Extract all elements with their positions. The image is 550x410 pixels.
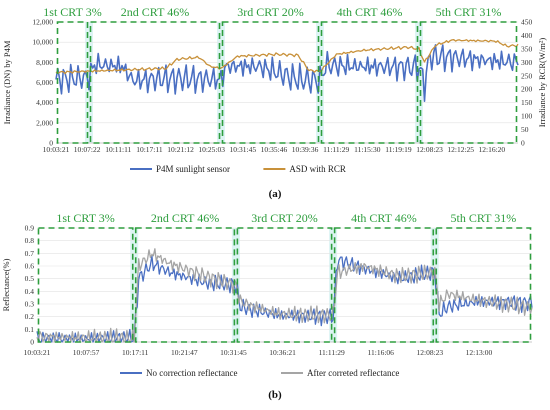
y-tick-label: 0.7 bbox=[25, 249, 35, 258]
y-tick-label: 0.5 bbox=[25, 274, 35, 283]
y2-tick-label: 450 bbox=[521, 18, 533, 27]
chart-panel-a: 0 2,000 4,000 6,000 8,000 10,000 12,000 0 50 100 1… bbox=[2, 5, 547, 200]
x-tick-label: 12:08:23 bbox=[416, 145, 443, 154]
crt-label: 3rd CRT 20% bbox=[251, 211, 317, 225]
x-tick-label: 10:36:21 bbox=[269, 348, 296, 357]
crt-box bbox=[221, 21, 320, 144]
y2-tick-label: 250 bbox=[521, 71, 533, 80]
x-tick-label: 10:17:11 bbox=[122, 348, 149, 357]
legend: No correction reflectance After correted … bbox=[120, 368, 399, 378]
y2-axis-label: Irradiance by RCR(W/m²) bbox=[537, 38, 547, 128]
x-tick-label: 11:16:06 bbox=[368, 348, 395, 357]
y2-tick-label: 100 bbox=[521, 112, 533, 121]
x-tick-label: 12:12:25 bbox=[447, 145, 474, 154]
crt-box bbox=[435, 227, 532, 343]
transition-band bbox=[430, 228, 439, 342]
transition-band bbox=[130, 228, 139, 342]
crt-box bbox=[56, 21, 89, 144]
x-tick-label: 11:19:19 bbox=[385, 145, 412, 154]
y2-tick-label: 300 bbox=[521, 58, 533, 67]
y2-tick-label: 150 bbox=[521, 98, 533, 107]
x-tick-label: 10:11:11 bbox=[105, 145, 131, 154]
x-tick-label: 10:35:46 bbox=[261, 145, 288, 154]
panel-caption: (a) bbox=[269, 188, 282, 200]
y2-tick-label: 200 bbox=[521, 85, 533, 94]
crt-box bbox=[236, 227, 333, 343]
crt-label: 2nd CRT 46% bbox=[151, 211, 219, 225]
y-tick-label: 0 bbox=[49, 139, 53, 148]
x-tick-label: 10:21:47 bbox=[171, 348, 198, 357]
x-tick-label: 10:03:21 bbox=[24, 348, 51, 357]
x-tick-label: 10:17:11 bbox=[136, 145, 163, 154]
crt-label: 1st CRT 3% bbox=[56, 211, 114, 225]
x-tick-label: 12:08:23 bbox=[417, 348, 444, 357]
legend-label: P4M sunlight sensor bbox=[156, 164, 230, 174]
crt-box bbox=[37, 227, 134, 343]
x-tick-label: 11:11:29 bbox=[323, 145, 349, 154]
panel-caption: (b) bbox=[268, 389, 282, 401]
y-tick-label: 10,000 bbox=[32, 38, 53, 47]
y-tick-label: 8,000 bbox=[36, 58, 53, 67]
series-line-2 bbox=[36, 248, 533, 343]
crt-box bbox=[89, 21, 221, 144]
y-tick-label: 0 bbox=[30, 338, 34, 347]
legend-label: After correted reflectance bbox=[307, 368, 399, 378]
y-tick-label: 12,000 bbox=[32, 18, 53, 27]
x-tick-label: 11:15:30 bbox=[354, 145, 381, 154]
x-tick-label: 10:07:22 bbox=[74, 145, 101, 154]
x-tick-label: 12:16:20 bbox=[479, 145, 506, 154]
crt-label: 1st CRT 3% bbox=[43, 5, 101, 19]
y-tick-label: 0.1 bbox=[25, 325, 35, 334]
y-axis-label: Reflectance(%) bbox=[1, 258, 11, 311]
crt-label: 3rd CRT 20% bbox=[237, 5, 303, 19]
y-tick-label: 0.4 bbox=[25, 287, 35, 296]
y2-tick-label: 350 bbox=[521, 44, 533, 53]
y-tick-label: 2,000 bbox=[36, 118, 53, 127]
x-tick-label: 12:13:00 bbox=[466, 348, 493, 357]
crt-label: 2nd CRT 46% bbox=[121, 5, 189, 19]
chart-panel-b: 0 0.1 0.2 0.3 0.4 0.5 0.6 0.7 0.8 0.9 Reflectance(… bbox=[1, 211, 533, 401]
y-tick-label: 0.8 bbox=[25, 236, 35, 245]
legend-label: ASD with RCR bbox=[289, 164, 346, 174]
legend-label: No correction reflectance bbox=[146, 368, 237, 378]
x-tick-label: 10:31:45 bbox=[220, 348, 247, 357]
x-tick-label: 10:25:03 bbox=[198, 145, 225, 154]
transition-band bbox=[329, 228, 338, 342]
crt-label: 4th CRT 46% bbox=[351, 211, 417, 225]
series-line-1 bbox=[55, 44, 519, 102]
legend: P4M sunlight sensor ASD with RCR bbox=[130, 164, 346, 174]
x-tick-label: 10:39:36 bbox=[292, 145, 319, 154]
x-tick-label: 10:03:21 bbox=[43, 145, 70, 154]
x-tick-label: 10:07:57 bbox=[73, 348, 100, 357]
series-line-1 bbox=[36, 254, 533, 343]
crt-box bbox=[134, 227, 236, 343]
crt-label: 5th CRT 31% bbox=[436, 5, 502, 19]
y-tick-label: 0.9 bbox=[25, 224, 35, 233]
y2-tick-label: 0 bbox=[521, 139, 525, 148]
crt-box bbox=[333, 227, 435, 343]
y-axis-label: Irradiance (DN) by P4M bbox=[2, 40, 12, 124]
y-tick-label: 0.6 bbox=[25, 262, 35, 271]
crt-box bbox=[320, 21, 419, 144]
x-tick-label: 10:21:12 bbox=[167, 145, 194, 154]
crt-label: 5th CRT 31% bbox=[451, 211, 517, 225]
y-tick-label: 0.2 bbox=[25, 312, 35, 321]
series-line-2 bbox=[55, 39, 519, 75]
y2-tick-label: 50 bbox=[521, 125, 529, 134]
y2-tick-label: 400 bbox=[521, 31, 533, 40]
y-tick-label: 4,000 bbox=[36, 98, 53, 107]
crt-label: 4th CRT 46% bbox=[337, 5, 403, 19]
y-tick-label: 0.3 bbox=[25, 300, 35, 309]
x-tick-label: 10:31:45 bbox=[229, 145, 256, 154]
x-tick-label: 11:11:29 bbox=[319, 348, 345, 357]
crt-box bbox=[419, 21, 518, 144]
y-tick-label: 6,000 bbox=[36, 78, 53, 87]
